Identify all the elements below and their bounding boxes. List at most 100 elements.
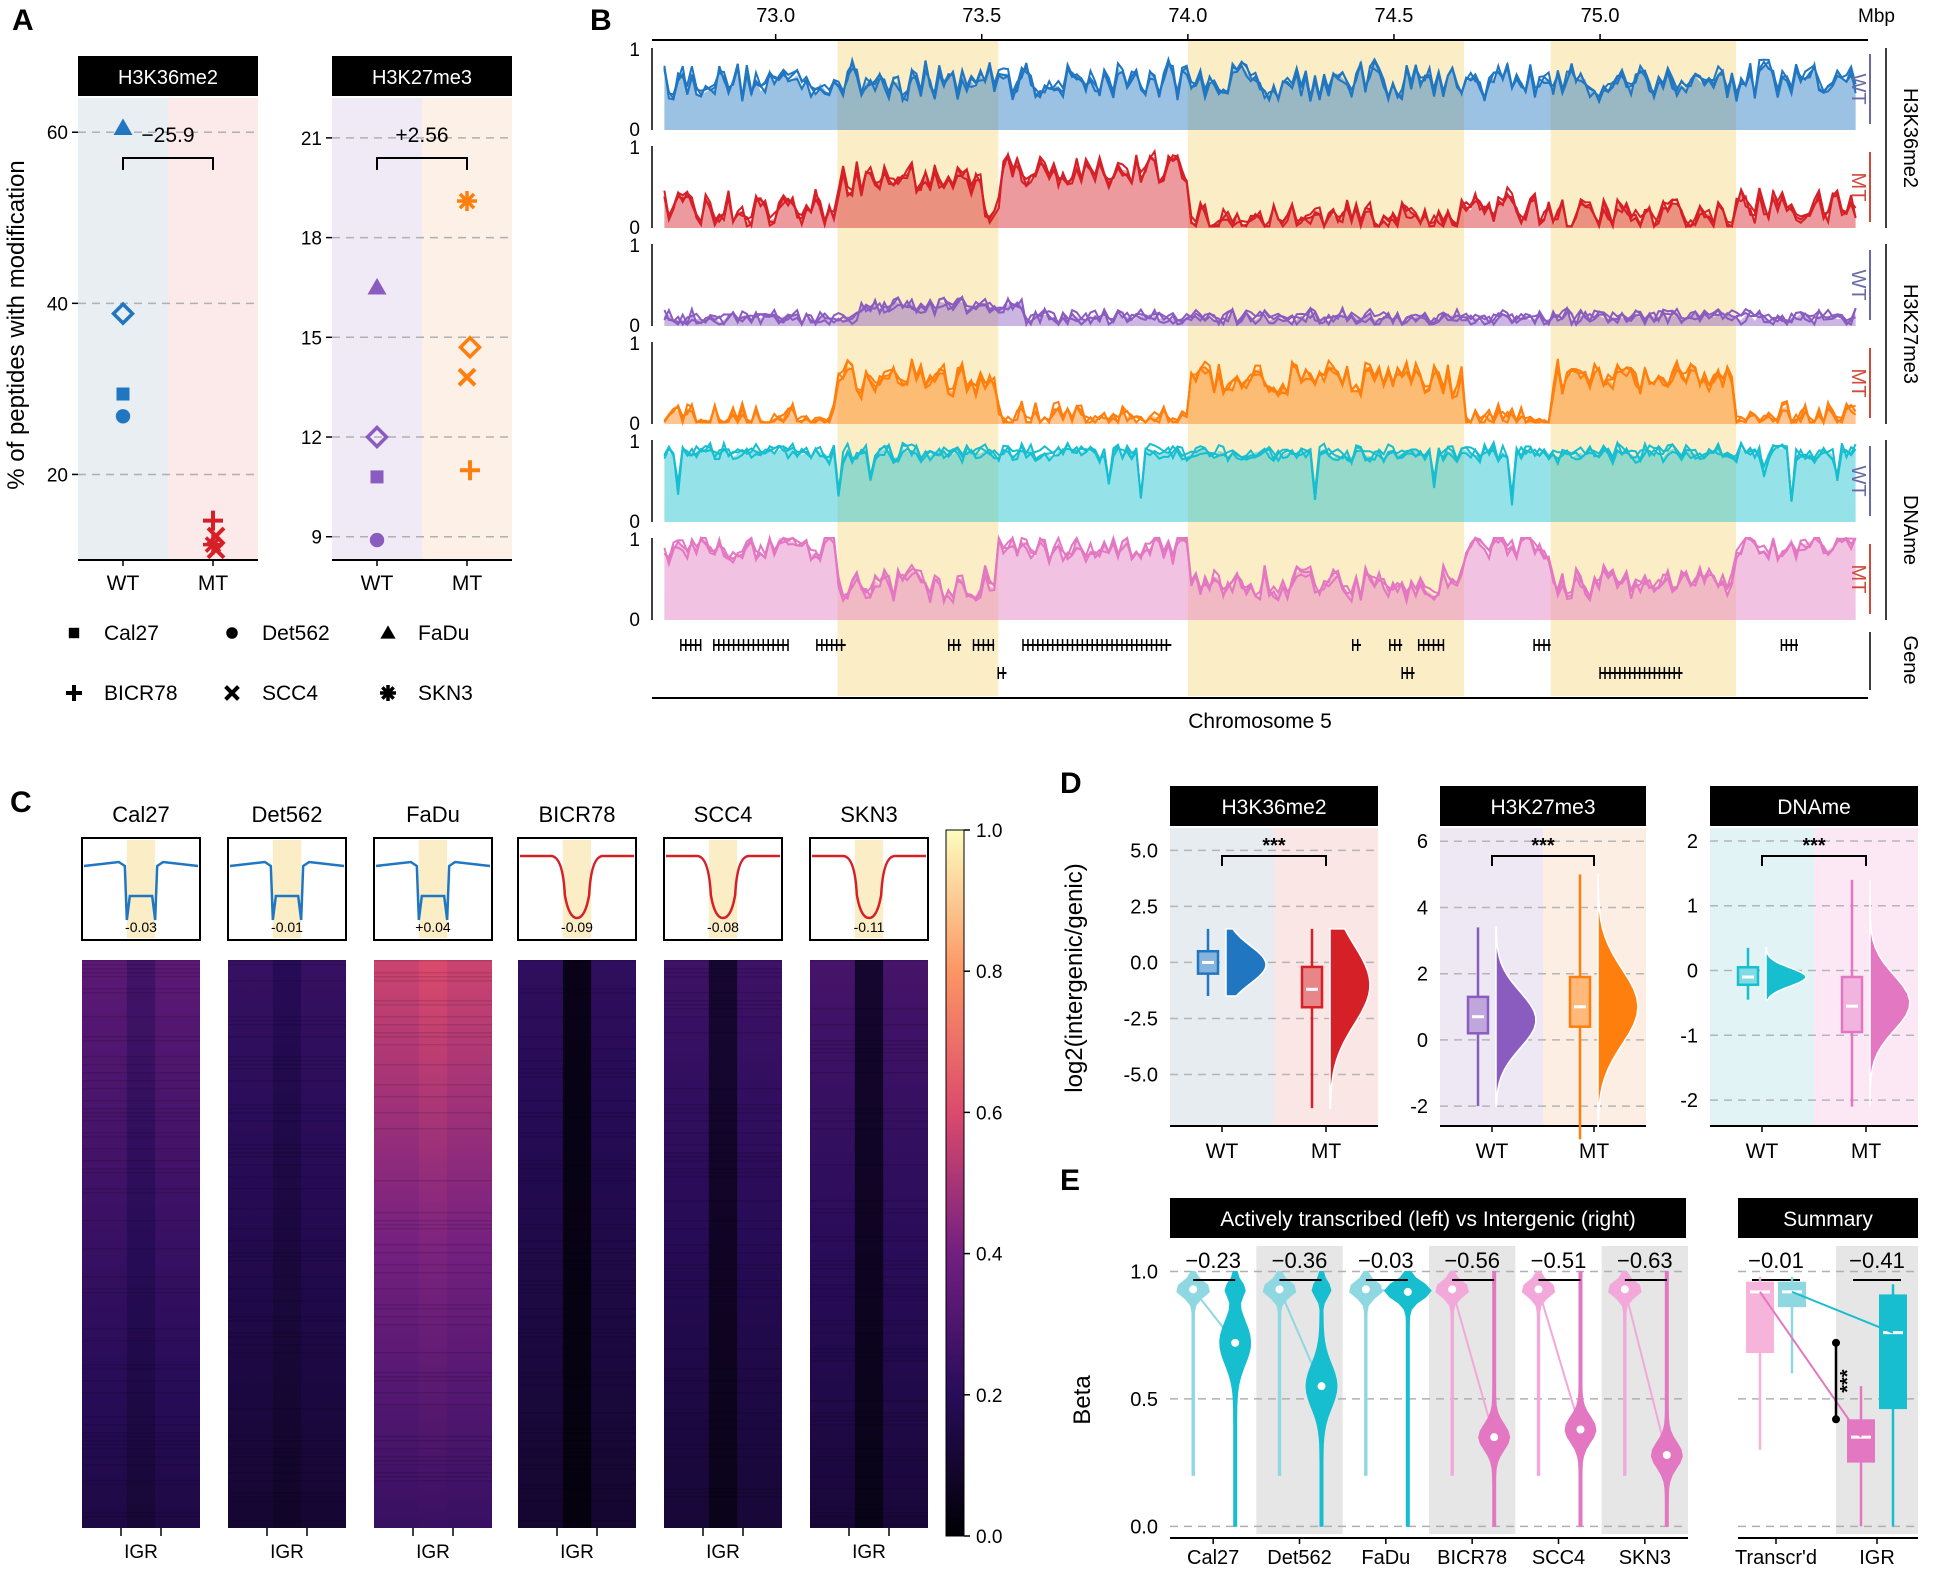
heatmap-row [518,1284,636,1286]
heatmap-row [518,1428,636,1430]
heatmap-row [664,1156,782,1158]
summary-box-mt [1847,1386,1875,1527]
point-det562 [369,532,385,548]
heatmap-row [810,1052,928,1054]
heatmap-row [664,1412,782,1414]
median-dot [1231,1338,1240,1347]
median-dot [1403,1287,1412,1296]
heatmap-row [664,1132,782,1134]
heatmap-row [374,1244,492,1246]
diff-label: −0.41 [1849,1248,1905,1273]
heatmap-row [810,1324,928,1326]
heatmap-row [810,1164,928,1166]
legend-item-fadu: FaDu [380,622,469,645]
facet-title: H3K36me2 [1221,796,1326,819]
half-violin [1225,928,1267,997]
heatmap-row [228,1080,346,1082]
heatmap-row [82,1168,200,1170]
ytick-label: 1 [629,40,640,61]
summary-box-wt [1879,1284,1907,1527]
heatmap-row [228,1228,346,1230]
legend-item-cal27: Cal27 [68,622,159,645]
gene-track: Gene [680,632,1921,690]
sample-name: SCC4 [694,802,753,827]
ytick-label: 0 [629,414,640,435]
profile-line [812,854,926,920]
ytick-label: 0 [1417,1030,1428,1052]
ytick-label: 0.5 [1130,1389,1158,1411]
igr-highlight [272,840,302,938]
x-unit: Mbp [1858,6,1895,27]
heatmap-row [518,1452,636,1454]
heatmap-row [518,1332,636,1334]
median-dot [1275,1285,1284,1294]
heatmap-row [810,1208,928,1210]
heatmap-row [374,1376,492,1378]
heatmap-row [518,1288,636,1290]
cond-label: WT [1847,269,1869,300]
heatmap-row [518,1280,636,1282]
heatmap-row [374,1448,492,1450]
group-label: H3K27me3 [1899,284,1921,384]
heatmap-row [810,1264,928,1266]
profile-value: -0.08 [707,919,739,935]
legend-marker-circle [226,627,238,639]
heatmap-row [664,1120,782,1122]
cond-label: MT [1847,565,1869,594]
heatmap-igr [418,960,448,1528]
heatmap-row [374,1472,492,1474]
heatmap-row [518,1448,636,1450]
sample-name: FaDu [406,802,460,827]
facet-title: DNAme [1777,796,1851,819]
heatmap-row [518,1252,636,1254]
heatmap-row [228,1500,346,1502]
heatmap-row [374,1380,492,1382]
point-det562-circle [369,532,385,548]
heatmap-row [82,1116,200,1118]
heatmap-row [228,1152,346,1154]
heatmap-row [518,1016,636,1018]
ytick-label: 1.0 [1130,1261,1158,1283]
xtick-label: MT [1851,1140,1881,1163]
heatmap-row [518,1180,636,1182]
xtick-label: WT [1476,1140,1509,1163]
heatmap-row [82,1080,200,1082]
heatmap-row [82,1364,200,1366]
heatmap-row [810,1424,928,1426]
colorbar-label: 0.2 [976,1386,1002,1407]
heatmap-row [82,1056,200,1058]
heatmap-sample-scc4: SCC4 -0.08 IGR [663,802,783,1563]
heatmap-row [82,1172,200,1174]
igr-highlight [854,840,884,938]
heatmap-row [518,1112,636,1114]
point-det562 [115,409,131,424]
panelA-ylabel: % of peptides with modification [3,160,30,490]
legend-label: Cal27 [104,622,159,645]
colorbar-label: 0.4 [976,1245,1003,1266]
heatmap-row [374,960,492,962]
diff-label: −0.36 [1272,1248,1328,1273]
heatmap-sample-cal27: Cal27 -0.03 IGR [81,802,201,1563]
heatmap-row [82,1456,200,1458]
half-violin [1765,946,1807,1001]
point-det562-circle [115,409,131,424]
xtick-label: FaDu [1361,1547,1410,1569]
legend-item-skn3: SKN3 [380,682,473,705]
legend-marker-square [68,627,80,639]
heatmap-sample-skn3: SKN3 -0.11 IGR [809,802,929,1563]
panel-label-B: B [590,4,612,37]
heatmap-row [374,1460,492,1462]
colorbar-label: 0.0 [976,1527,1002,1548]
heatmap-row [228,1252,346,1254]
legend-label: SCC4 [262,682,318,705]
heatmap-row [82,1340,200,1342]
heatmap-row [518,1484,636,1486]
legend-marker [380,625,396,639]
heatmap-row [374,1112,492,1114]
heatmap-row [810,1332,928,1334]
point-fadu [113,118,133,135]
heatmap-row [82,1436,200,1438]
igr-label: IGR [706,1542,740,1563]
violin-pair-fadu: −0.03 FaDu [1349,1248,1432,1569]
point-skn3 [457,191,477,212]
